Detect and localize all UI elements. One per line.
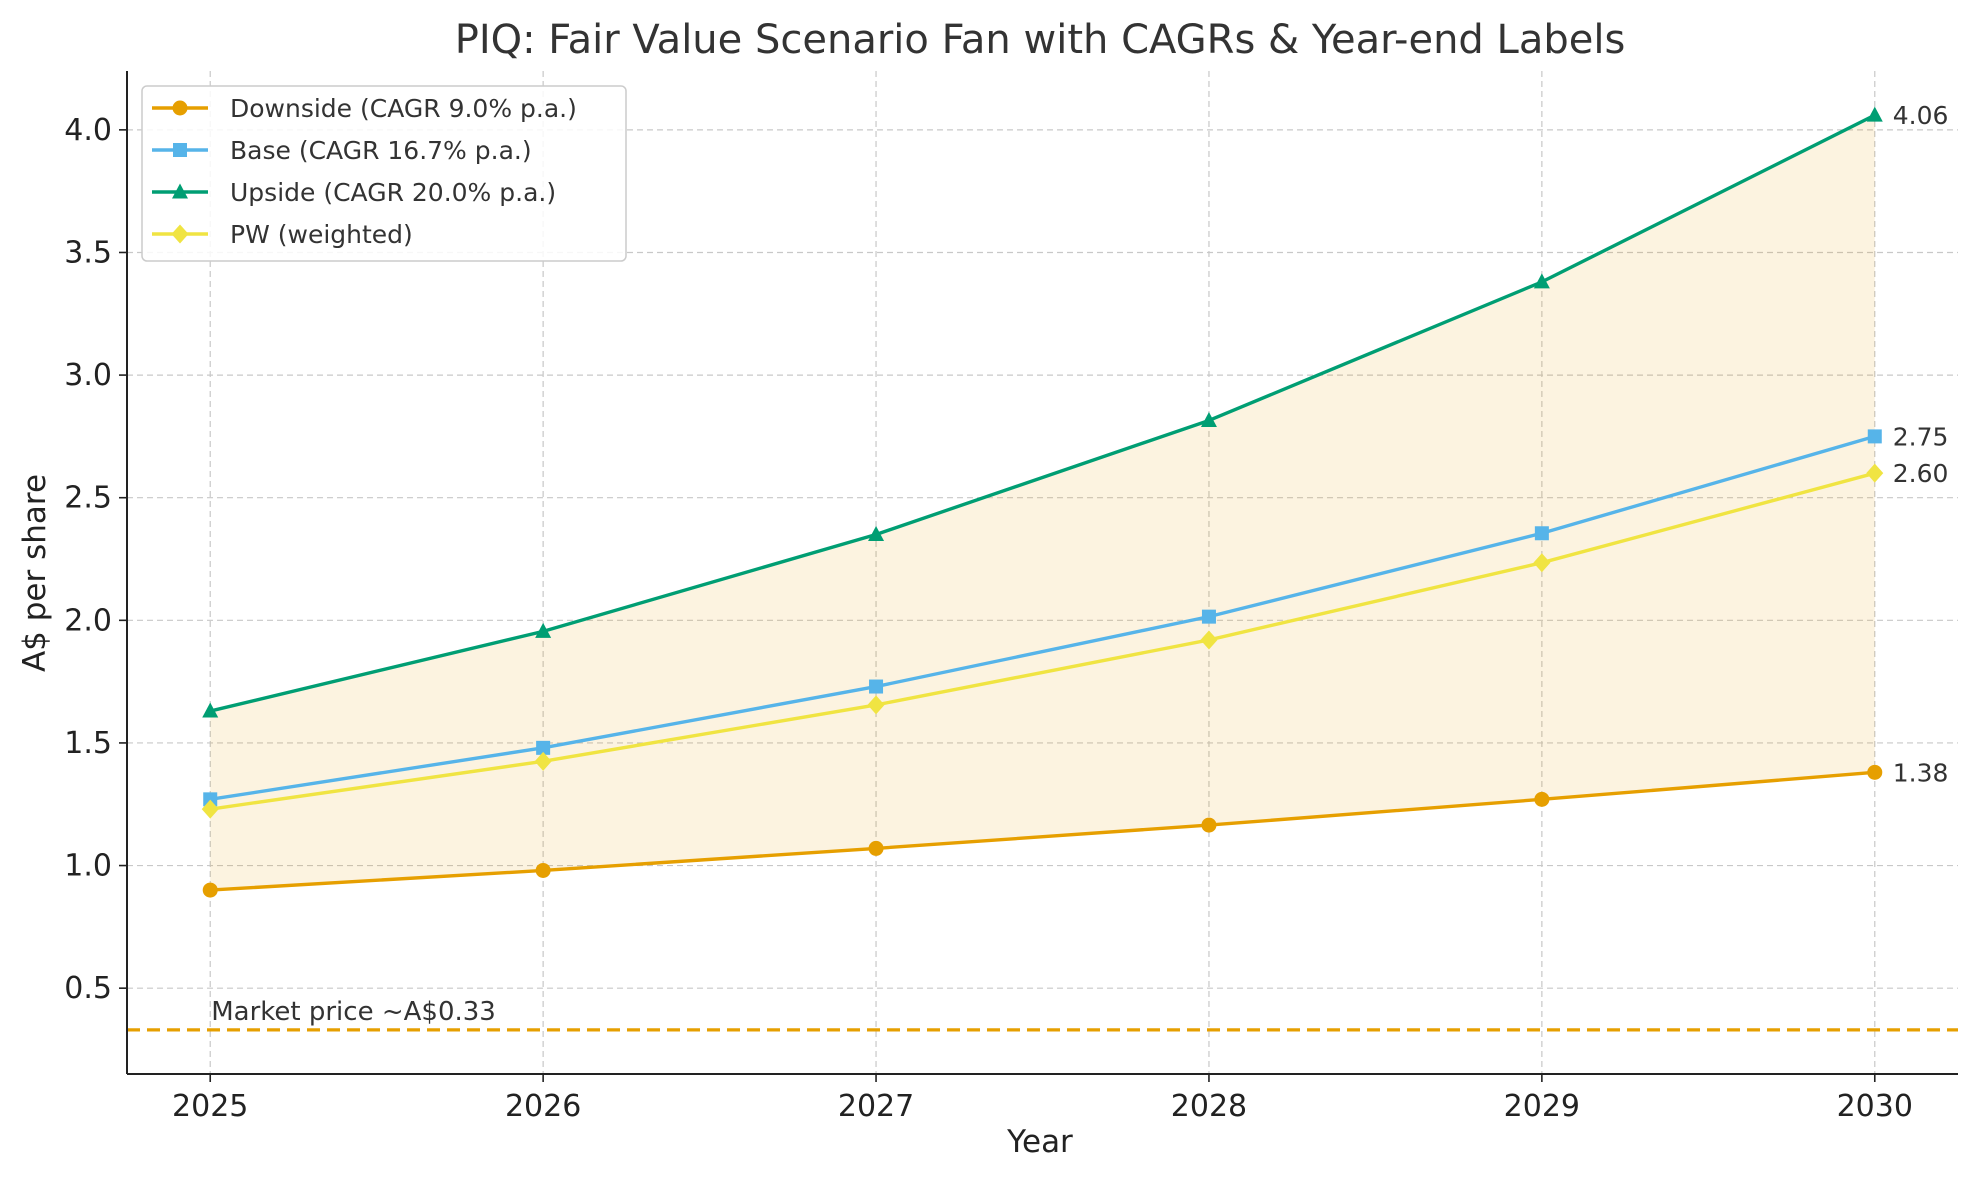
data-point (202, 702, 219, 718)
data-point (1867, 429, 1882, 444)
series-line (209, 113, 1876, 713)
legend-swatch-marker (171, 224, 189, 244)
series-base-cagr-16-7-p-a (203, 429, 1882, 807)
legend-label: Upside (CAGR 20.0% p.a.) (230, 178, 556, 207)
data-point (536, 740, 551, 755)
legend: Downside (CAGR 9.0% p.a.) Base (CAGR 16.7… (141, 85, 627, 262)
y-tick-label: 2.5 (64, 481, 112, 516)
series-lines (201, 106, 1884, 898)
legend-item: Upside (CAGR 20.0% p.a.) (152, 178, 556, 207)
legend-swatch-marker (172, 100, 188, 116)
data-point (534, 751, 552, 771)
data-point (202, 882, 218, 898)
x-axis-ticks: 2025 2026 2027 2028 2029 2030 (172, 1074, 1913, 1124)
series-upside-cagr-20-0-p-a (202, 106, 1883, 718)
series-downside-cagr-9-0-p-a (202, 764, 1883, 898)
end-label-downside-cagr-9-0-p-a: 1.38 (1893, 758, 1949, 787)
x-tick-label: 2028 (1171, 1089, 1247, 1124)
legend-item: Base (CAGR 16.7% p.a.) (152, 136, 532, 165)
y-tick-label: 0.5 (64, 971, 112, 1006)
series-line (210, 770, 1875, 892)
x-tick-label: 2029 (1504, 1089, 1580, 1124)
y-tick-label: 2.0 (64, 603, 112, 638)
y-tick-label: 1.0 (64, 849, 112, 884)
data-point (869, 679, 884, 694)
y-axis-label: A$ per share (17, 474, 53, 672)
reference-line-group: Market price ~A$0.33 (127, 997, 1958, 1032)
y-tick-label: 4.0 (64, 113, 112, 148)
data-point (1866, 106, 1883, 122)
data-point (868, 525, 885, 541)
data-point (867, 695, 885, 715)
chart-title: PIQ: Fair Value Scenario Fan with CAGRs … (455, 17, 1626, 63)
x-tick-label: 2030 (1837, 1089, 1913, 1124)
scenario-band (210, 115, 1875, 891)
legend-label: Downside (CAGR 9.0% p.a.) (230, 94, 577, 123)
data-point (1200, 630, 1218, 650)
data-point (1201, 817, 1217, 833)
data-point (1866, 463, 1884, 483)
series-pw-weighted (201, 463, 1884, 819)
data-point (201, 799, 219, 819)
legend-label: PW (weighted) (230, 220, 413, 249)
data-point (1534, 526, 1549, 541)
data-point (203, 792, 218, 807)
data-point (1200, 411, 1217, 427)
grid-lines (127, 71, 1958, 1074)
series-line (209, 471, 1876, 811)
legend-label: Base (CAGR 16.7% p.a.) (230, 136, 532, 165)
data-point (535, 622, 552, 638)
legend-item: Downside (CAGR 9.0% p.a.) (152, 94, 577, 123)
x-tick-label: 2026 (505, 1089, 581, 1124)
legend-swatch-marker (173, 143, 187, 157)
market-price-label: Market price ~A$0.33 (211, 997, 496, 1027)
x-tick-label: 2027 (838, 1089, 914, 1124)
year-end-labels: 1.38 2.75 4.06 2.60 (1893, 101, 1949, 787)
legend-box (141, 85, 627, 262)
end-label-pw-weighted: 2.60 (1893, 459, 1949, 488)
y-tick-label: 3.0 (64, 358, 112, 393)
y-axis-ticks: 0.5 1.0 1.5 2.0 2.5 3.0 3.5 4.0 (64, 113, 127, 1006)
series-line (209, 434, 1876, 802)
scenario-band-fill (210, 115, 1875, 891)
x-axis-label: Year (1006, 1124, 1073, 1160)
legend-item: PW (weighted) (152, 220, 413, 249)
axes (126, 71, 1958, 1075)
data-point (868, 840, 884, 856)
x-tick-label: 2025 (172, 1089, 248, 1124)
y-tick-label: 3.5 (64, 235, 112, 270)
data-point (1533, 273, 1550, 289)
end-label-base-cagr-16-7-p-a: 2.75 (1893, 422, 1949, 451)
data-point (1867, 764, 1883, 780)
legend-swatch-marker (172, 183, 188, 199)
data-point (535, 862, 551, 878)
data-point (1534, 791, 1550, 807)
end-label-upside-cagr-20-0-p-a: 4.06 (1893, 101, 1949, 130)
data-point (1201, 609, 1216, 624)
y-tick-label: 1.5 (64, 726, 112, 761)
data-point (1533, 553, 1551, 573)
